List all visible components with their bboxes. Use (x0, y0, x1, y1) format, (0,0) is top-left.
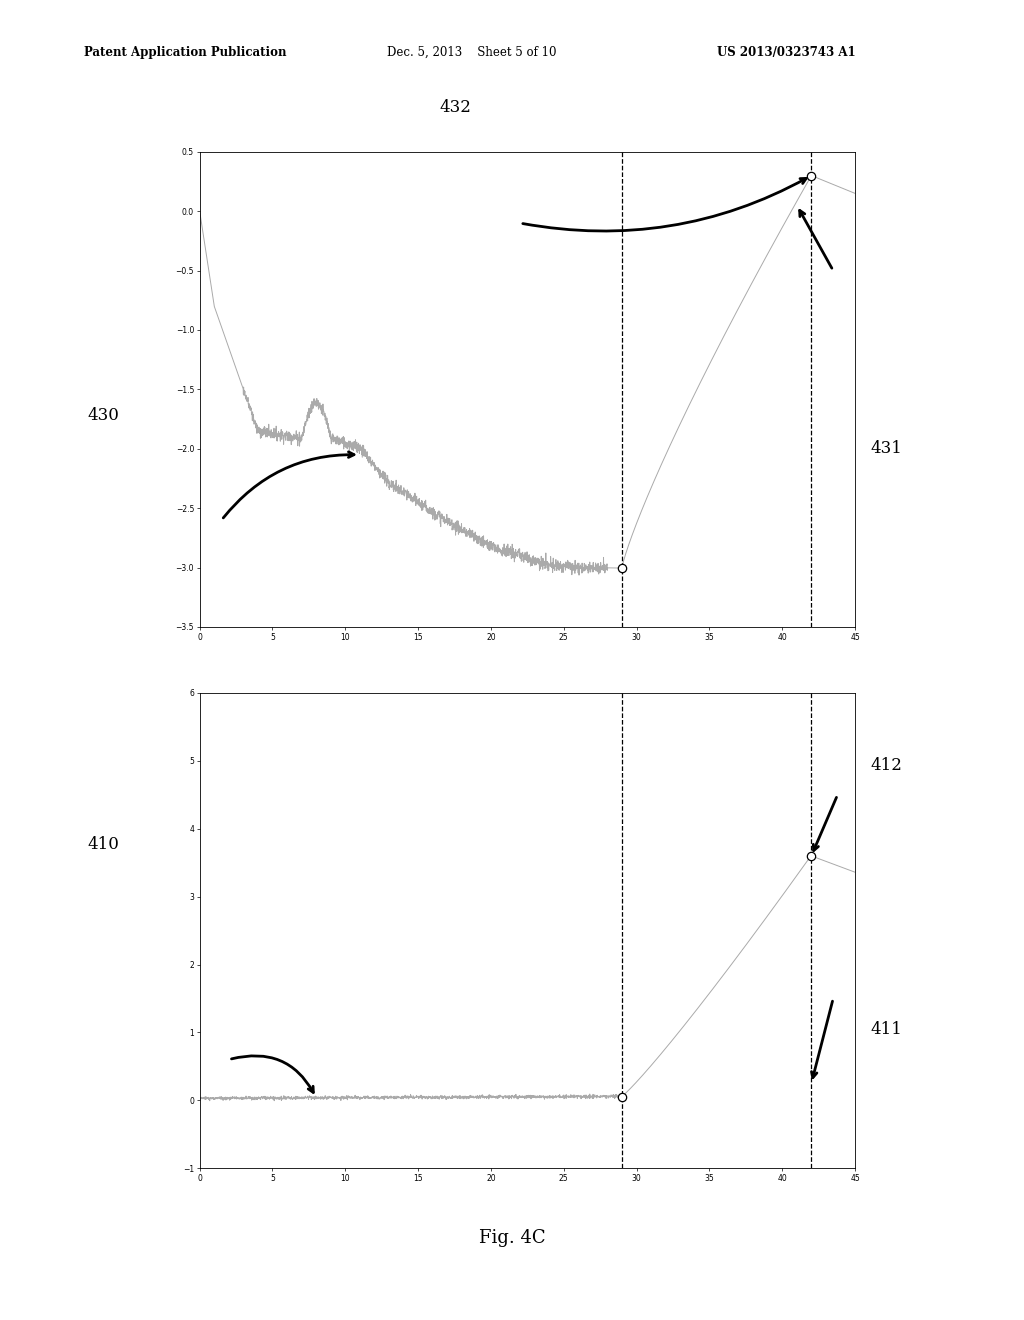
Text: 412: 412 (870, 758, 902, 774)
Text: 411: 411 (870, 1022, 902, 1038)
Text: 432: 432 (439, 99, 472, 116)
Text: Dec. 5, 2013    Sheet 5 of 10: Dec. 5, 2013 Sheet 5 of 10 (387, 46, 557, 59)
Text: 430: 430 (87, 408, 119, 424)
Text: US 2013/0323743 A1: US 2013/0323743 A1 (717, 46, 855, 59)
Text: 410: 410 (87, 837, 119, 853)
Text: 431: 431 (870, 441, 902, 457)
Text: Fig. 4C: Fig. 4C (478, 1229, 546, 1247)
Text: Patent Application Publication: Patent Application Publication (84, 46, 287, 59)
